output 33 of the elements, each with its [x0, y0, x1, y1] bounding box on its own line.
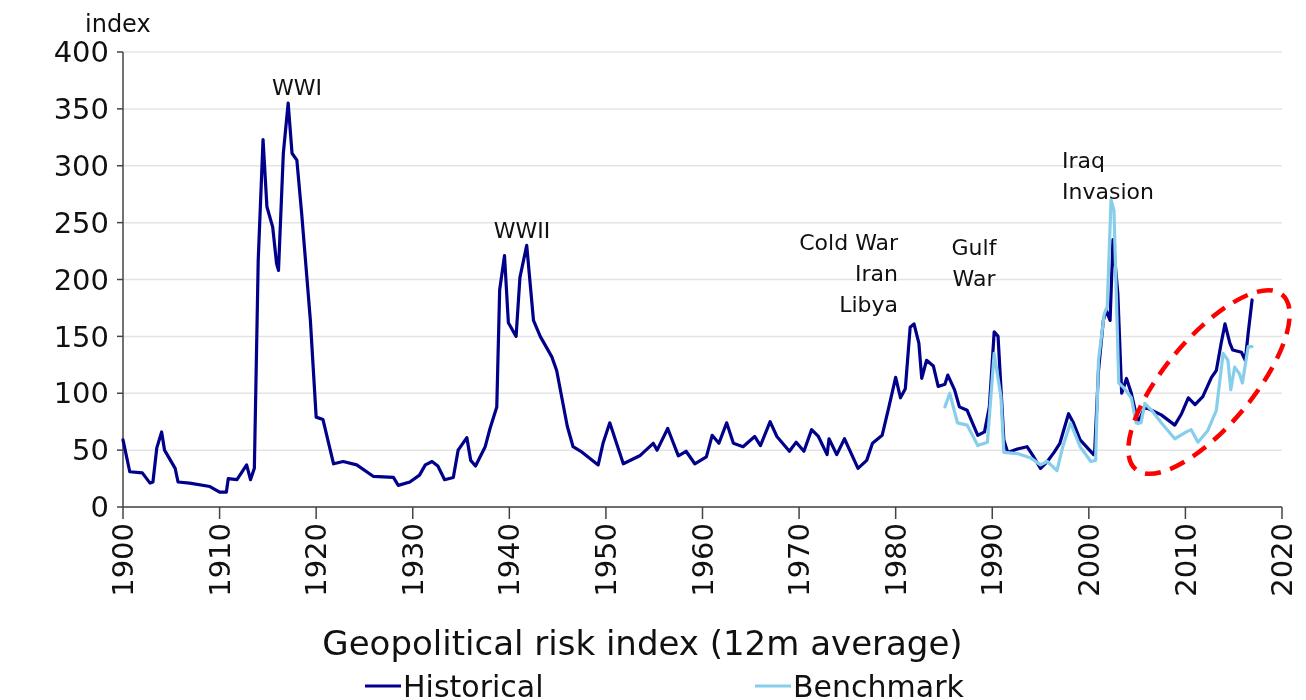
annotation: WWI: [272, 75, 322, 100]
x-tick-label: 1960: [685, 523, 720, 597]
x-axis-title: Geopolitical risk index (12m average): [322, 623, 963, 663]
x-tick-label: 1920: [299, 523, 334, 597]
x-tick-label: 1980: [878, 523, 913, 597]
annotation: Iraq Invasion: [1062, 148, 1154, 204]
y-tick-label: 100: [53, 376, 109, 411]
y-tick-label: 400: [53, 35, 109, 70]
x-tick-label: 1990: [975, 523, 1010, 597]
line-series: [943, 198, 1254, 473]
annotation: WWII: [493, 218, 551, 243]
legend-label: Benchmark: [793, 668, 965, 700]
x-tick-label: 2000: [1071, 523, 1106, 597]
x-tick-label: 1930: [395, 523, 430, 597]
legend-label: Historical: [403, 668, 544, 700]
line-series: [121, 101, 1254, 494]
x-tick-label: 1900: [106, 523, 141, 597]
x-tick-label: 1910: [202, 523, 237, 597]
y-tick-label: 0: [90, 490, 109, 525]
x-tick-label: 2020: [1265, 523, 1300, 597]
y-tick-label: 350: [53, 92, 109, 127]
x-tick-label: 2010: [1168, 523, 1203, 597]
annotation: Gulf War: [951, 235, 998, 291]
y-axis-title: index: [85, 10, 151, 38]
annotation: Cold War Iran Libya: [799, 230, 899, 317]
y-tick-label: 150: [53, 319, 109, 354]
y-tick-label: 250: [53, 205, 109, 240]
y-tick-label: 200: [53, 262, 109, 297]
y-tick-label: 50: [72, 433, 109, 468]
x-tick-label: 1940: [492, 523, 527, 597]
y-tick-label: 300: [53, 148, 109, 183]
x-tick-label: 1970: [782, 523, 817, 597]
x-tick-label: 1950: [589, 523, 624, 597]
